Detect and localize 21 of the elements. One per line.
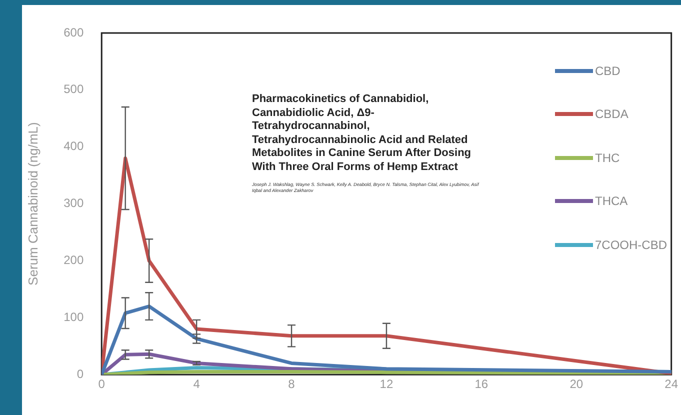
x-tick-label: 16	[474, 377, 488, 392]
y-axis-title: Serum Cannabinoid (ng/mL)	[25, 122, 40, 286]
x-tick-label: 0	[98, 377, 106, 392]
legend-label: CBD	[594, 64, 620, 78]
annotation: Pharmacokinetics of Cannabidiol, Cannabidiolic Acid, Δ9-Tetrahydrocannabinol, Tetrahydrocannabinolic Acid and Related Metabolites in Canine Serum After Dosing With Three Oral Forms of Hemp Extract	[252, 93, 472, 174]
y-tick-label: 0	[76, 366, 84, 381]
x-tick-label: 8	[288, 377, 296, 392]
y-tick-label: 300	[64, 196, 84, 210]
x-tick-label: 20	[570, 377, 584, 392]
y-tick-label: 200	[64, 253, 84, 268]
x-tick-label: 12	[380, 377, 394, 392]
x-tick-label: 24	[664, 377, 678, 392]
legend-label: THCA	[594, 194, 628, 208]
y-tick-label: 500	[64, 82, 84, 96]
legend-label: CBDA	[594, 107, 628, 122]
y-tick-label: 100	[64, 310, 84, 324]
x-tick-label: 4	[193, 377, 200, 392]
y-tick-label: 400	[64, 139, 84, 154]
y-tick-label: 600	[64, 25, 84, 40]
legend-label: THC	[594, 150, 620, 165]
legend-label: 7COOH-CBD	[594, 238, 667, 252]
